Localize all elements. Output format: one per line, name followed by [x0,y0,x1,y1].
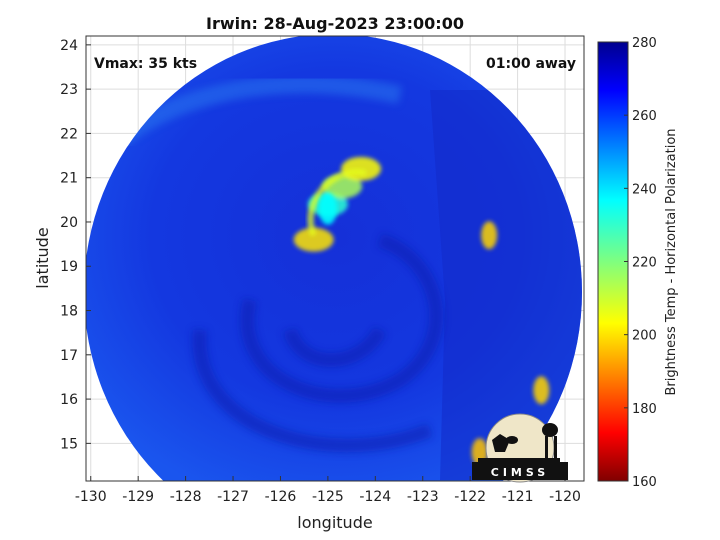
x-tick-label-6: -124 [359,489,391,505]
y-tick-label-7: 22 [60,126,78,142]
y-axis-label: latitude [33,227,52,288]
x-tick-label-4: -126 [265,489,297,505]
chart-title: Irwin: 28-Aug-2023 23:00:00 [206,14,464,33]
rain-band [307,168,367,237]
y-tick-label-3: 18 [60,304,78,320]
plot-border [85,35,585,482]
colorbar-tick-label-1: 180 [632,402,657,417]
x-tick-label-7: -123 [407,489,439,505]
storm-feature-2 [341,156,382,181]
colorbar: 160 180 200 220 240 260 280 Brightness Temp - … [597,36,679,490]
colorbar-tick-label-2: 200 [632,329,657,344]
y-tick-label-2: 17 [60,348,78,364]
vmax-annotation: Vmax: 35 kts [94,56,197,72]
y-tick-label-9: 24 [60,38,78,54]
colorbar-tick-label-0: 160 [632,475,657,490]
x-tick-label-9: -121 [502,489,534,505]
y-tick-label-8: 23 [60,82,78,98]
y-tick-label-6: 21 [60,171,78,187]
colorbar-tick-label-5: 260 [632,109,657,124]
time-offset-annotation: 01:00 away [486,56,576,72]
storm-core [318,192,337,225]
x-tick-label-10: -120 [549,489,581,505]
colorbar-tick-label-6: 280 [632,36,657,51]
x-tick-label-5: -125 [312,489,344,505]
y-tick-label-0: 15 [60,436,78,452]
swath-image [86,36,582,481]
y-tick-label-1: 16 [60,392,78,408]
x-tick-label-3: -127 [217,489,249,505]
colorbar-label: Brightness Temp - Horizontal Polarizatio… [664,128,679,395]
storm-features [293,156,550,467]
y-tick-label-4: 19 [60,259,78,275]
x-tick-label-1: -129 [122,489,154,505]
x-axis-label: longitude [297,513,372,532]
storm-feature-5 [533,376,550,405]
x-tick-label-0: -130 [75,489,107,505]
colorbar-tick-label-3: 220 [632,256,657,271]
storm-feature-4 [481,221,498,250]
x-tick-label-2: -128 [170,489,202,505]
storm-feature-3 [293,227,334,252]
x-tick-label-8: -122 [454,489,486,505]
cimss-logo: CIMSS [472,413,568,483]
logo-text: CIMSS [491,466,549,479]
colorbar-tick-label-4: 240 [632,182,657,197]
y-tick-label-5: 20 [60,215,78,231]
